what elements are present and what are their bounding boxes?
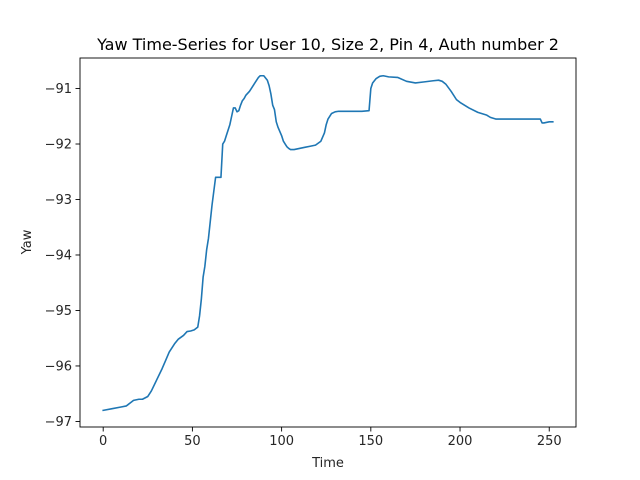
x-tick-label: 100	[269, 434, 294, 449]
y-axis-label: Yaw	[20, 229, 35, 255]
y-tick-label: −96	[45, 359, 72, 374]
x-tick-label: 250	[537, 434, 562, 449]
y-tick-label: −97	[45, 415, 72, 430]
x-tick-label: 50	[184, 434, 201, 449]
x-axis-label: Time	[311, 456, 344, 471]
x-tick-label: 0	[99, 434, 107, 449]
series-line-0	[102, 74, 554, 412]
axes-frame	[79, 57, 577, 428]
x-tick-label: 200	[448, 434, 473, 449]
chart-title: Yaw Time-Series for User 10, Size 2, Pin…	[96, 35, 559, 54]
x-tick-label: 150	[358, 434, 383, 449]
y-tick-label: −93	[45, 193, 72, 208]
y-tick-label: −91	[45, 82, 72, 97]
y-tick-label: −95	[45, 304, 72, 319]
plot-area: 0 50 100 150 200 250 −97 −96 −95 −94 −93 −92 −91	[45, 57, 577, 449]
y-tick-label: −94	[45, 248, 72, 263]
y-tick-label: −92	[45, 138, 72, 153]
